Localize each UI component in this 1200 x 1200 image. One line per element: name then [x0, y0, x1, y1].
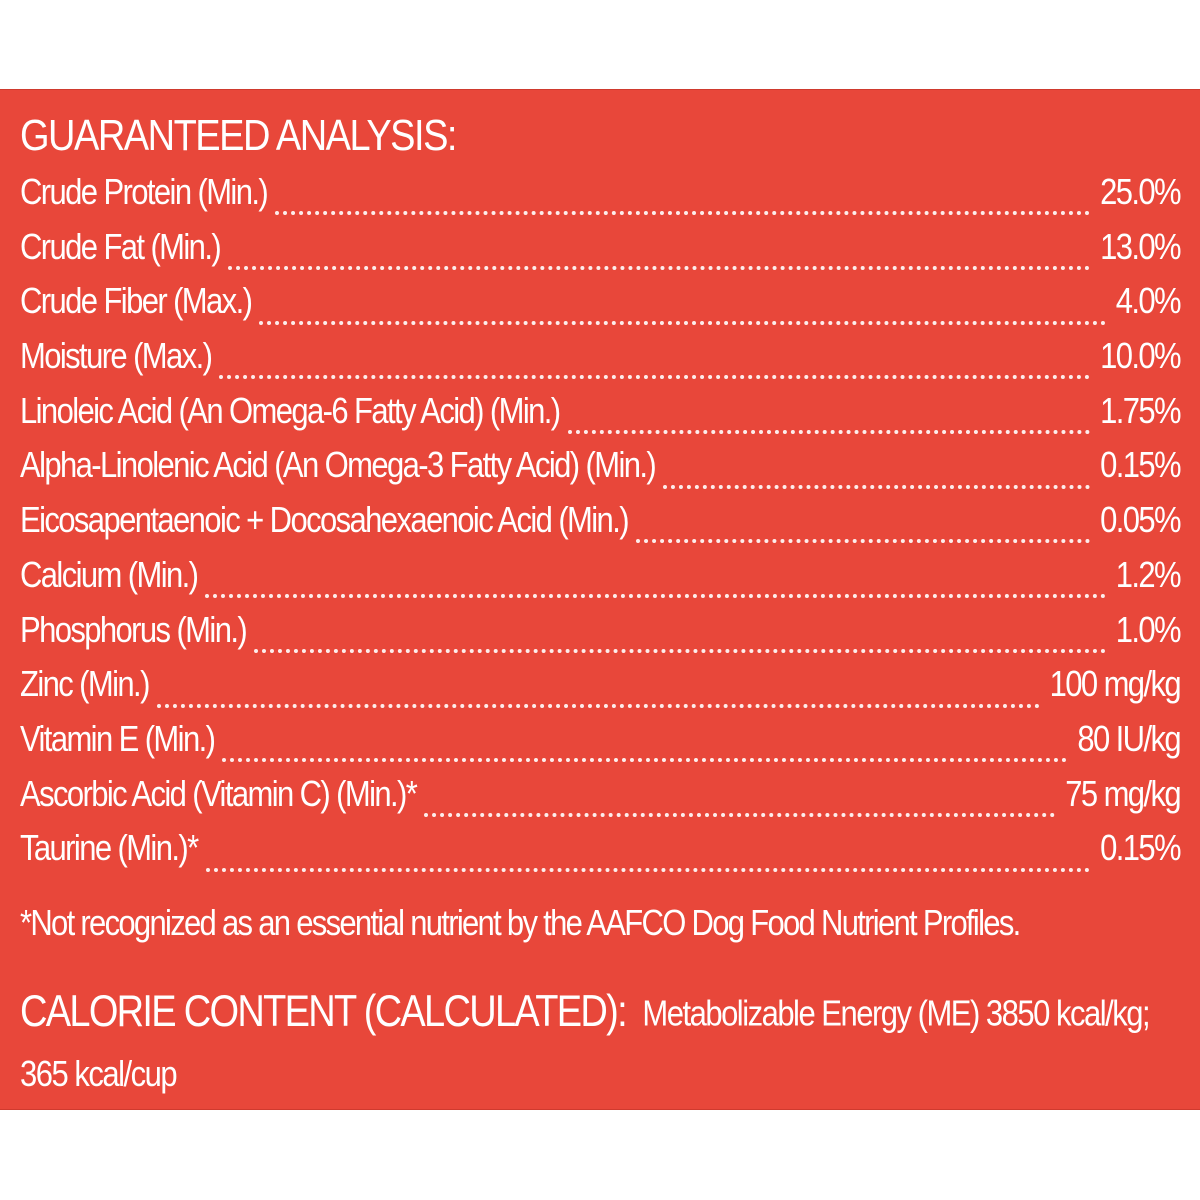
analysis-row-zinc: Zinc (Min.) 100 mg/kg [20, 662, 1182, 721]
dot-leader [254, 648, 1106, 653]
row-value: 10.0% [1100, 334, 1182, 377]
row-label: Crude Protein (Min.) [20, 170, 269, 213]
analysis-row-crude-protein: Crude Protein (Min.) 25.0% [20, 170, 1182, 229]
aafco-footnote: *Not recognized as an essential nutrient… [20, 902, 1021, 944]
panel-heading: GUARANTEED ANALYSIS: [20, 112, 457, 161]
row-value: 25.0% [1100, 170, 1182, 213]
analysis-table: Crude Protein (Min.) 25.0% Crude Fat (Mi… [20, 170, 1182, 885]
row-value: 0.15% [1100, 444, 1182, 486]
row-value: 1.2% [1115, 553, 1182, 595]
row-value: 1.75% [1100, 389, 1182, 431]
row-label: Crude Fiber (Max.) [20, 280, 253, 322]
row-label: Phosphorus (Min.) [20, 608, 248, 650]
calorie-content: CALORIE CONTENT (CALCULATED): Metaboliza… [20, 987, 1185, 1094]
dot-leader [663, 484, 1091, 489]
analysis-row-phosphorus: Phosphorus (Min.) 1.0% [20, 608, 1182, 667]
row-label: Ascorbic Acid (Vitamin C) (Min.)* [20, 772, 418, 814]
dot-leader [205, 594, 1106, 599]
row-label: Crude Fat (Min.) [20, 225, 222, 267]
analysis-row-moisture: Moisture (Max.) 10.0% [20, 334, 1182, 393]
row-label: Moisture (Max.) [20, 334, 213, 377]
calorie-heading: CALORIE CONTENT (CALCULATED): [20, 987, 628, 1037]
guaranteed-analysis-panel: GUARANTEED ANALYSIS: Crude Protein (Min.… [0, 89, 1200, 1110]
row-value: 80 IU/kg [1077, 717, 1181, 759]
analysis-row-crude-fat: Crude Fat (Min.) 13.0% [20, 225, 1182, 284]
row-label: Calcium (Min.) [20, 553, 199, 595]
dot-leader [275, 211, 1091, 216]
dot-leader [156, 703, 1040, 708]
analysis-row-calcium: Calcium (Min.) 1.2% [20, 553, 1182, 612]
dot-leader [259, 320, 1106, 325]
analysis-row-ascorbic-acid: Ascorbic Acid (Vitamin C) (Min.)* 75 mg/… [20, 772, 1182, 831]
dot-leader [567, 430, 1091, 435]
row-label: Taurine (Min.)* [20, 827, 199, 869]
analysis-row-alpha-linolenic-acid: Alpha-Linolenic Acid (An Omega-3 Fatty A… [20, 444, 1182, 502]
row-value: 100 mg/kg [1049, 662, 1182, 705]
dot-leader [219, 375, 1091, 380]
analysis-row-linoleic-acid: Linoleic Acid (An Omega-6 Fatty Acid) (M… [20, 389, 1182, 448]
dot-leader [228, 266, 1091, 271]
analysis-row-epa-dha: Eicosapentaenoic + Docosahexaenoic Acid … [20, 498, 1182, 557]
dot-leader [205, 867, 1091, 872]
row-label: Zinc (Min.) [20, 662, 150, 705]
row-value: 75 mg/kg [1065, 772, 1181, 814]
dot-leader [635, 539, 1091, 544]
calorie-per-cup: 365 kcal/cup [20, 1052, 178, 1095]
analysis-row-taurine: Taurine (Min.)* 0.15% [20, 827, 1182, 885]
row-value: 4.0% [1115, 280, 1182, 322]
dot-leader [424, 812, 1056, 817]
row-label: Vitamin E (Min.) [20, 717, 216, 759]
row-label: Alpha-Linolenic Acid (An Omega-3 Fatty A… [20, 444, 657, 486]
analysis-row-crude-fiber: Crude Fiber (Max.) 4.0% [20, 280, 1182, 338]
analysis-row-vitamin-e: Vitamin E (Min.) 80 IU/kg [20, 717, 1182, 776]
dot-leader [222, 758, 1068, 763]
row-value: 13.0% [1100, 225, 1182, 267]
row-value: 1.0% [1115, 608, 1182, 650]
calorie-energy: Metabolizable Energy (ME) 3850 kcal/kg; [642, 992, 1150, 1034]
row-label: Eicosapentaenoic + Docosahexaenoic Acid … [20, 498, 630, 541]
row-value: 0.15% [1100, 827, 1182, 869]
row-label: Linoleic Acid (An Omega-6 Fatty Acid) (M… [20, 389, 561, 431]
row-value: 0.05% [1100, 498, 1182, 541]
